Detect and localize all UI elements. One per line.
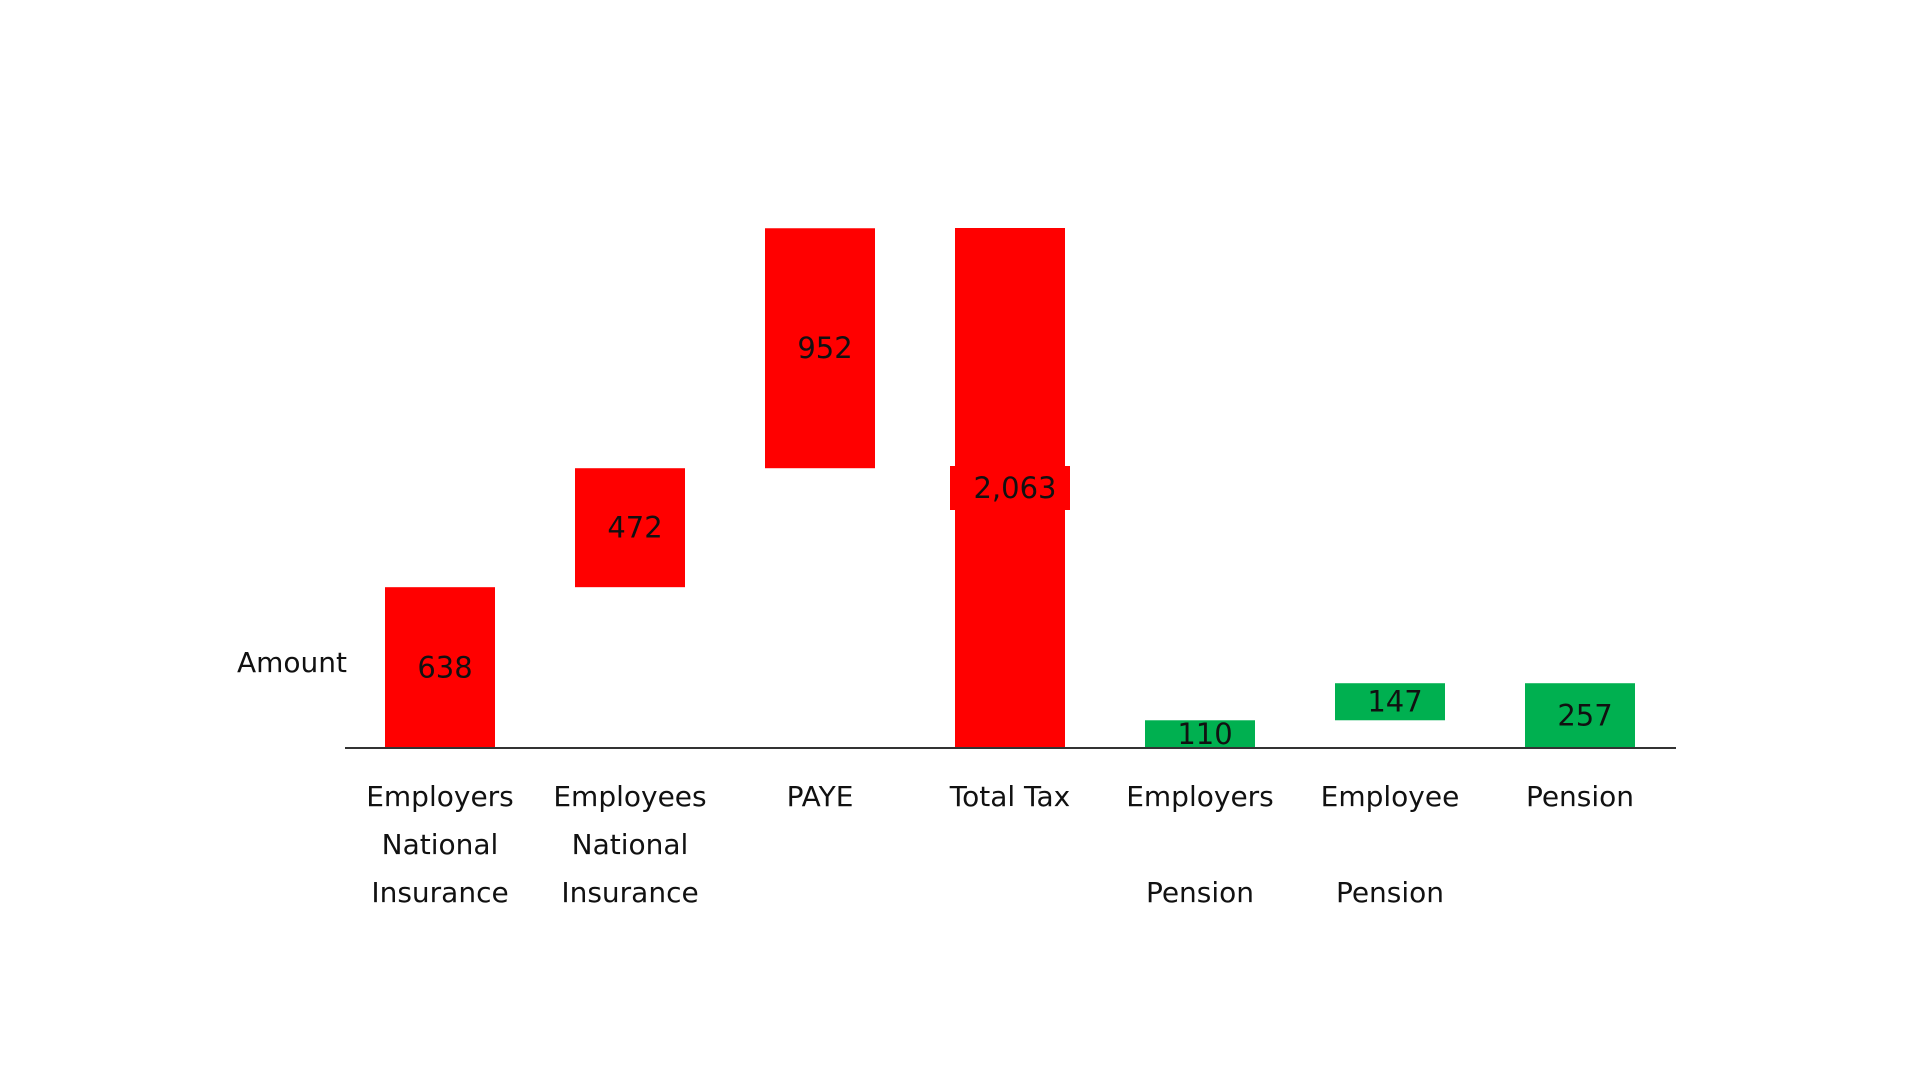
data-label-3: 2,063 <box>973 471 1056 505</box>
bar-1 <box>575 468 685 588</box>
data-label-1: 472 <box>607 511 662 545</box>
x-tick-label: Pension <box>1146 876 1254 909</box>
x-tick-label: Employee <box>1321 780 1460 813</box>
data-label-0: 638 <box>417 651 472 685</box>
x-tick-label: National <box>572 828 689 861</box>
x-tick-label: Employers <box>1126 780 1274 813</box>
data-label-5: 147 <box>1367 685 1422 719</box>
bar-5 <box>1335 683 1445 721</box>
x-tick-label: Employers <box>366 780 514 813</box>
y-axis-label: Amount <box>237 646 347 679</box>
bar-4 <box>1145 720 1255 748</box>
data-label-background <box>950 466 1070 510</box>
x-tick-label: National <box>382 828 499 861</box>
bar-0 <box>385 587 495 748</box>
data-label-2: 952 <box>797 331 852 365</box>
bar-2 <box>765 228 875 469</box>
x-tick-label: Total Tax <box>949 780 1071 813</box>
x-tick-label: Insurance <box>561 876 698 909</box>
data-label-6: 257 <box>1557 699 1612 733</box>
x-tick-label: Employees <box>553 780 706 813</box>
x-tick-label: Pension <box>1526 780 1634 813</box>
x-tick-label: Insurance <box>371 876 508 909</box>
bar-6 <box>1525 683 1635 748</box>
x-tick-label: Pension <box>1336 876 1444 909</box>
data-label-4: 110 <box>1177 717 1232 751</box>
x-tick-label: PAYE <box>787 780 854 813</box>
